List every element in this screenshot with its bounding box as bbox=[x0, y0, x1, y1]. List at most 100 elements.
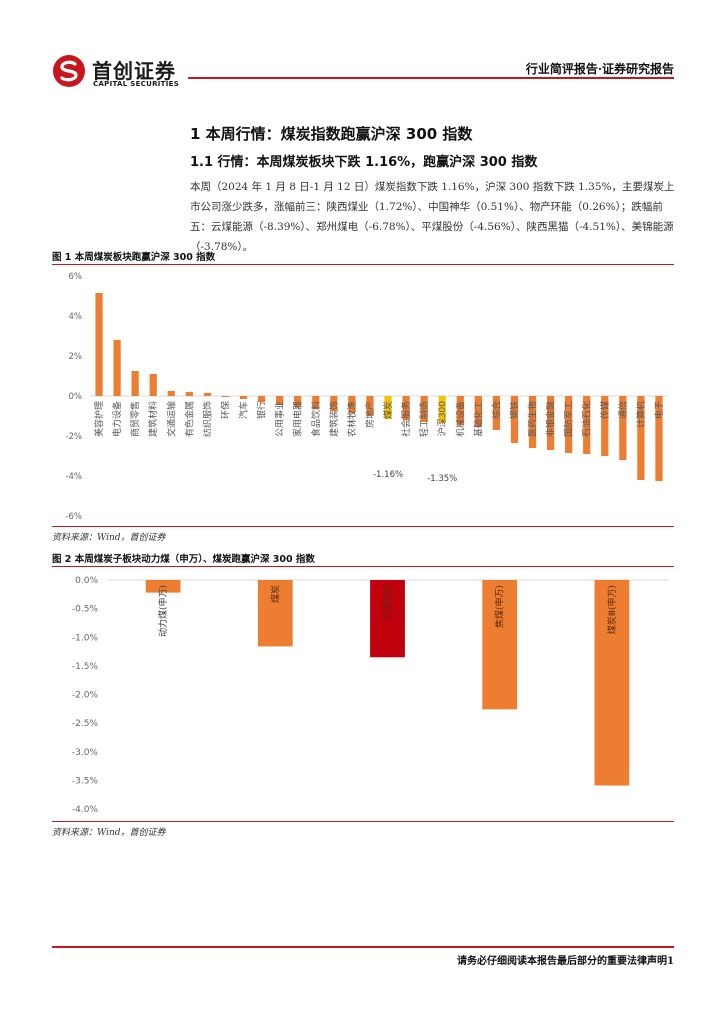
category-label: 银行 bbox=[256, 401, 268, 419]
data-label: -1.16% bbox=[373, 470, 403, 480]
category-label: 食品饮料 bbox=[310, 401, 322, 437]
report-type: 行业简评报告·证券研究报告 bbox=[525, 62, 674, 76]
category-label: 石油石化 bbox=[581, 401, 593, 437]
bar bbox=[594, 580, 630, 786]
category-label: 国防军工 bbox=[563, 401, 575, 437]
y-tick-label: -2.0% bbox=[72, 691, 99, 701]
bar bbox=[113, 340, 121, 396]
y-tick-label: -3.5% bbox=[72, 776, 99, 786]
figure1-source: 资料来源：Wind，首创证券 bbox=[52, 533, 166, 543]
bar bbox=[402, 396, 410, 420]
category-label: 建筑材料 bbox=[147, 401, 159, 437]
category-label: 综合 bbox=[490, 401, 502, 419]
category-label: 医药生物 bbox=[527, 401, 539, 437]
y-tick-label: -2% bbox=[65, 432, 82, 442]
bar bbox=[655, 396, 663, 481]
bar bbox=[185, 392, 193, 396]
category-label: 家用电器 bbox=[292, 401, 304, 437]
figure1-top-rule bbox=[52, 264, 674, 265]
category-label: 焦煤(申万) bbox=[494, 585, 506, 628]
y-tick-label: -2.5% bbox=[72, 719, 99, 729]
category-label: 动力煤(申万) bbox=[157, 585, 169, 637]
category-label: 公用事业 bbox=[274, 401, 286, 437]
category-label: 机械设备 bbox=[454, 401, 466, 437]
logo-text-en: CAPITAL SECURITIES bbox=[93, 80, 180, 88]
y-tick-label: 4% bbox=[69, 312, 83, 322]
bar bbox=[257, 396, 266, 402]
bar bbox=[619, 396, 627, 460]
bar bbox=[482, 580, 518, 710]
category-label: 沪深300 bbox=[382, 585, 394, 620]
y-tick-label: -4.0% bbox=[72, 805, 99, 815]
bar bbox=[203, 393, 212, 396]
category-label: 非银金融 bbox=[545, 401, 557, 437]
y-tick-label: -6% bbox=[65, 512, 82, 522]
category-label: 通信 bbox=[617, 401, 629, 419]
y-tick-label: 2% bbox=[69, 352, 83, 362]
bar bbox=[438, 396, 446, 423]
category-label: 汽车 bbox=[238, 401, 250, 419]
bar bbox=[510, 396, 519, 443]
figure2-chart: 0.0% -0.5% -1.0% -1.5% -2.0% -2.5% -3.0% -3.5% -… bbox=[72, 576, 668, 815]
y-tick-label: 6% bbox=[69, 272, 83, 282]
category-label: 纺织服饰 bbox=[201, 401, 213, 437]
bar bbox=[257, 580, 293, 647]
summary-paragraph: 本周（2024 年 1 月 8 日-1 月 12 日）煤炭指数下跌 1.16%，… bbox=[190, 181, 675, 253]
category-label: 电子 bbox=[653, 401, 665, 419]
bar bbox=[348, 396, 356, 413]
category-label: 轻工制造 bbox=[418, 401, 430, 437]
figure1-bottom-rule bbox=[52, 526, 674, 527]
bar bbox=[145, 580, 181, 593]
footer-disclaimer: 请务必仔细阅读本报告最后部分的重要法律声明1 bbox=[457, 956, 674, 967]
bar bbox=[546, 396, 555, 450]
category-label: 建筑装饰 bbox=[328, 401, 340, 437]
section-heading: 1 本周行情：煤炭指数跑赢沪深 300 指数 bbox=[190, 125, 473, 143]
bar bbox=[366, 396, 374, 416]
bar bbox=[528, 396, 537, 448]
category-label: 交通运输 bbox=[165, 401, 177, 437]
figure1-title: 图 1 本周煤炭板块跑赢沪深 300 指数 bbox=[52, 252, 216, 263]
bar bbox=[420, 396, 428, 422]
bar bbox=[330, 396, 338, 411]
category-label: 美容护理 bbox=[93, 401, 105, 437]
y-tick-label: -4% bbox=[65, 472, 82, 482]
bar bbox=[276, 396, 284, 405]
subsection-heading: 1.1 行情：本周煤炭板块下跌 1.16%，跑赢沪深 300 指数 bbox=[190, 155, 538, 170]
bar bbox=[239, 396, 248, 399]
bar bbox=[601, 396, 609, 456]
category-label: 沪深300 bbox=[436, 401, 448, 436]
bar bbox=[456, 396, 464, 425]
bar bbox=[95, 293, 103, 396]
category-label: 社会服务 bbox=[400, 401, 412, 437]
bar bbox=[221, 396, 230, 397]
figure1-chart: 6% 4% 2% 0% -2% -4% -6% 美容护理 电力设备 商贸零售 建筑材料 交通运输 有色金… bbox=[65, 272, 668, 522]
y-tick-label: -1.0% bbox=[72, 633, 99, 643]
company-logo-icon bbox=[53, 55, 85, 87]
logo-text-cn: 首创证券 bbox=[92, 59, 176, 83]
bar bbox=[565, 396, 573, 453]
bar bbox=[637, 396, 645, 480]
category-label: 传媒 bbox=[599, 401, 611, 419]
category-label: 基础化工 bbox=[472, 401, 484, 437]
category-label: 煤炭Ⅲ(申万) bbox=[606, 585, 618, 634]
footer-divider bbox=[52, 946, 674, 948]
bar bbox=[167, 391, 175, 396]
figure2-source: 资料来源：Wind，首创证券 bbox=[52, 828, 166, 838]
figure2-bottom-rule bbox=[52, 821, 674, 822]
bar bbox=[370, 580, 405, 658]
y-tick-label: -1.5% bbox=[72, 662, 99, 672]
y-tick-label: -3.0% bbox=[72, 748, 99, 758]
bar bbox=[492, 396, 501, 430]
category-label: 农林牧渔 bbox=[346, 401, 358, 437]
category-label: 有色金属 bbox=[183, 401, 195, 437]
category-label: 房地产 bbox=[364, 401, 376, 428]
y-tick-label: 0% bbox=[69, 392, 83, 402]
figure2-top-rule bbox=[52, 566, 674, 567]
category-label: 电力设备 bbox=[111, 401, 123, 437]
y-tick-label: -0.5% bbox=[72, 605, 99, 615]
category-label: 煤炭 bbox=[269, 585, 281, 603]
figure2-title: 图 2 本周煤炭子板块动力煤（申万）、煤炭跑赢沪深 300 指数 bbox=[52, 554, 315, 565]
bar bbox=[294, 396, 302, 407]
category-label: 煤炭 bbox=[382, 401, 394, 419]
bar bbox=[474, 396, 482, 427]
